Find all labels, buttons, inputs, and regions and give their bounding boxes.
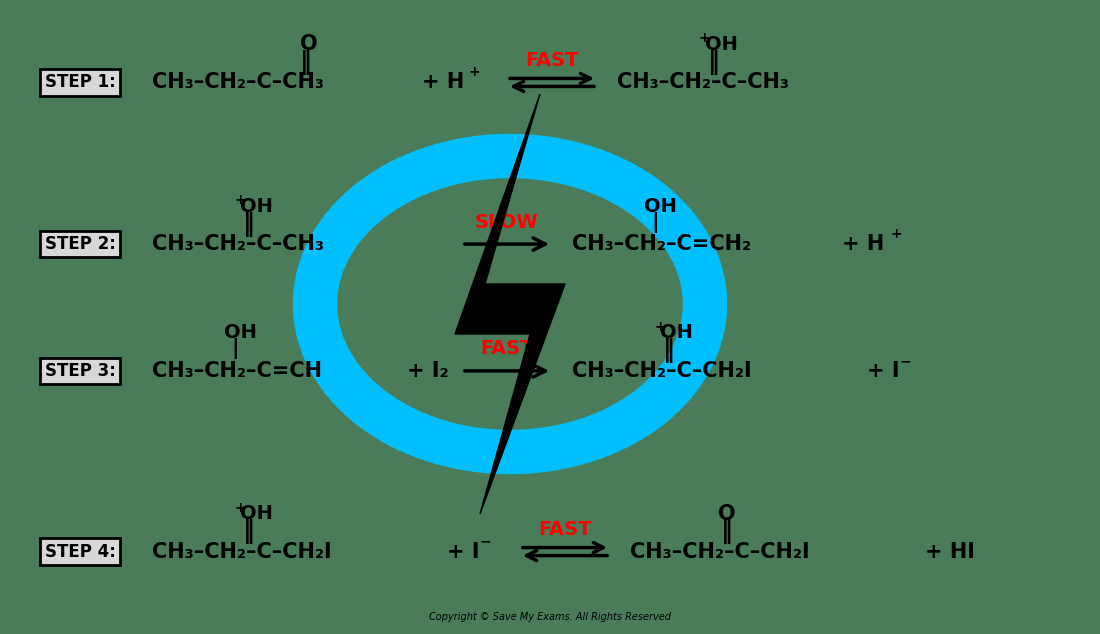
Text: FAST: FAST (481, 339, 534, 358)
Text: ‖: ‖ (663, 339, 674, 363)
Polygon shape (455, 94, 565, 514)
Text: +: + (890, 227, 902, 241)
Text: CH₃–CH₂–C–CH₃: CH₃–CH₂–C–CH₃ (152, 72, 324, 93)
Text: STEP 1:: STEP 1: (45, 74, 116, 91)
Text: + HI: + HI (925, 541, 975, 562)
Text: OH: OH (644, 197, 676, 216)
Text: −: − (900, 354, 912, 368)
Text: STEP 3:: STEP 3: (45, 362, 116, 380)
Text: ‖: ‖ (720, 519, 733, 544)
Text: ‖: ‖ (300, 50, 311, 75)
Text: OH: OH (705, 35, 738, 54)
Text: + I₂: + I₂ (407, 361, 449, 381)
Text: |: | (231, 339, 239, 359)
Text: CH₃–CH₂–C–CH₂I: CH₃–CH₂–C–CH₂I (152, 541, 331, 562)
Text: O: O (300, 34, 318, 55)
Text: + I: + I (867, 361, 900, 381)
Text: +: + (234, 193, 245, 207)
Text: |: | (651, 212, 659, 233)
Text: CH₃–CH₂–C–CH₂I: CH₃–CH₂–C–CH₂I (572, 361, 751, 381)
Text: +: + (234, 501, 245, 515)
Text: FAST: FAST (526, 51, 579, 70)
Text: CH₃–CH₂–C=CH: CH₃–CH₂–C=CH (152, 361, 322, 381)
Text: + H: + H (422, 72, 464, 93)
Text: −: − (480, 534, 492, 548)
Text: + H: + H (842, 234, 884, 254)
Text: CH₃–CH₂–C–CH₃: CH₃–CH₂–C–CH₃ (617, 72, 789, 93)
Text: Copyright © Save My Exams. All Rights Reserved: Copyright © Save My Exams. All Rights Re… (429, 612, 671, 622)
Text: OH: OH (240, 504, 273, 523)
Text: O: O (718, 503, 736, 524)
Text: ‖: ‖ (243, 212, 255, 236)
Text: STEP 2:: STEP 2: (45, 235, 116, 253)
Text: ‖: ‖ (708, 50, 719, 75)
Text: CH₃–CH₂–C–CH₃: CH₃–CH₂–C–CH₃ (152, 234, 324, 254)
Text: OH: OH (240, 197, 273, 216)
Text: ‖: ‖ (243, 519, 255, 544)
Text: +: + (654, 320, 666, 334)
Text: +: + (698, 32, 711, 46)
Text: +: + (468, 65, 480, 79)
Text: OH: OH (224, 323, 257, 342)
Text: OH: OH (660, 323, 693, 342)
Text: SLOW: SLOW (475, 212, 539, 231)
Text: STEP 4:: STEP 4: (45, 543, 116, 560)
Text: CH₃–CH₂–C–CH₂I: CH₃–CH₂–C–CH₂I (630, 541, 810, 562)
Text: + I: + I (447, 541, 480, 562)
Text: CH₃–CH₂–C=CH₂: CH₃–CH₂–C=CH₂ (572, 234, 751, 254)
Text: FAST: FAST (538, 520, 592, 539)
